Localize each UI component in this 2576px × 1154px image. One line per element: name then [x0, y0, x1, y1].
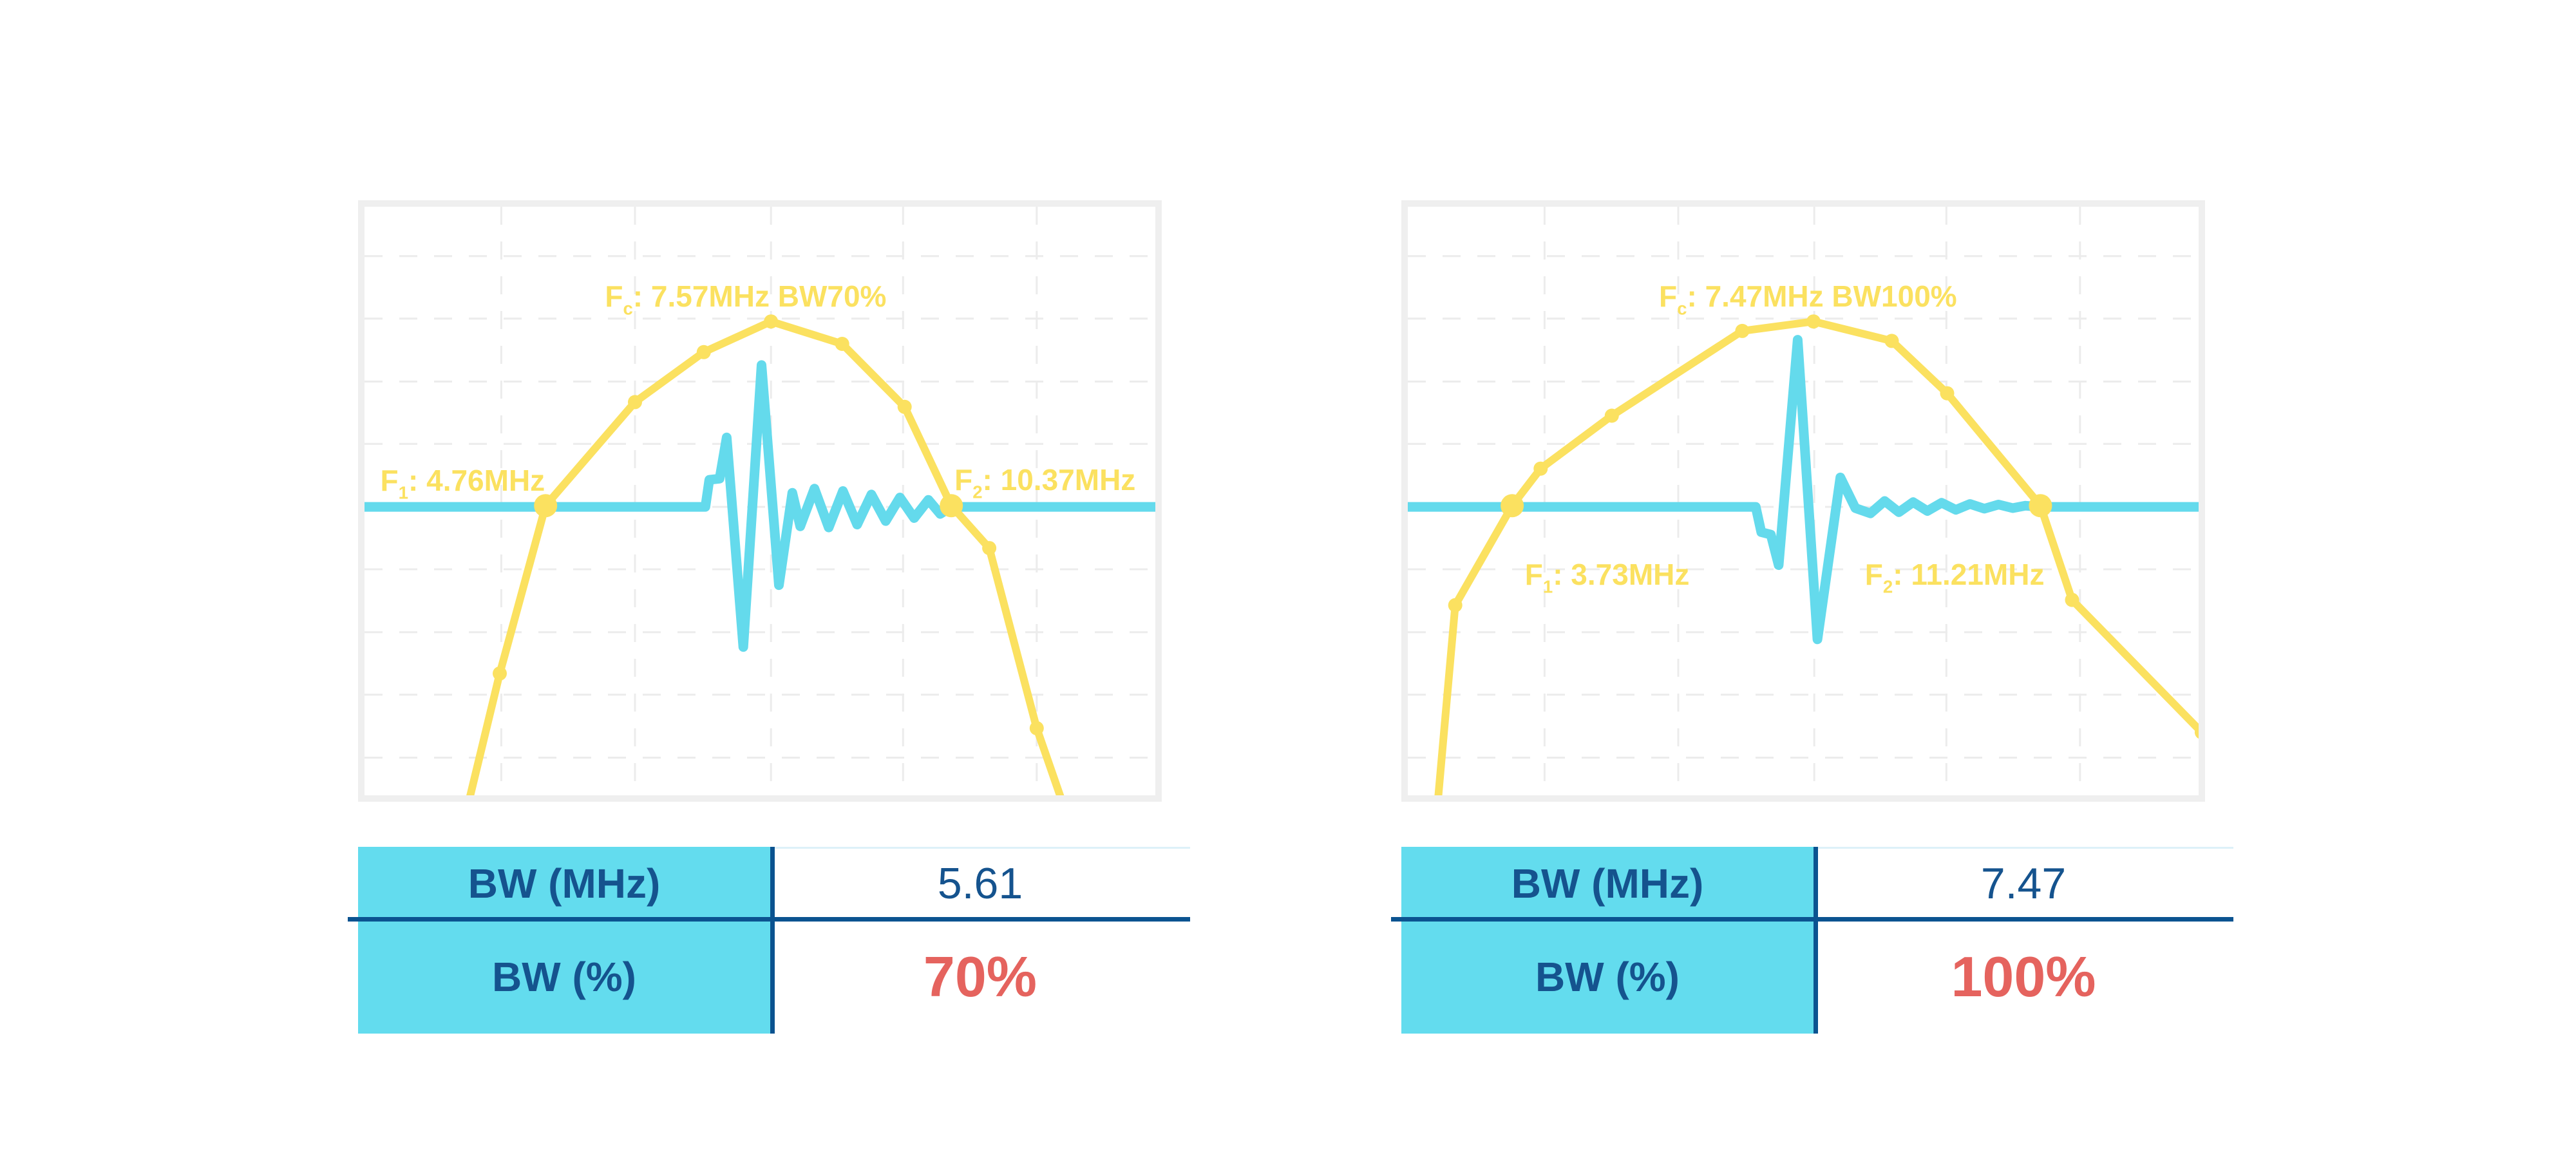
bw-pct-label-cell: BW (%): [1401, 920, 1814, 1034]
f2-subscript: 2: [972, 482, 983, 502]
bw-mhz-value-cell: 7.47: [1814, 847, 2233, 920]
right-chart-panel: Fc: 7.47MHz BW100% F1: 3.73MHz F2: 11.21…: [1401, 200, 2205, 802]
f1-symbol: F: [1524, 557, 1543, 591]
f2-value-text: : 10.37MHz: [982, 462, 1136, 497]
right-upper-cutoff-annotation: F2: 11.21MHz: [1865, 560, 2045, 596]
left-bandwidth-table: BW (MHz) 5.61 BW (%) 70%: [348, 847, 1190, 1034]
bw-pct-value-cell: 100%: [1814, 920, 2233, 1034]
f1-value-text: : 3.73MHz: [1553, 557, 1690, 591]
fc-symbol: F: [1659, 279, 1678, 314]
f2-subscript: 2: [1882, 576, 1893, 597]
table-row-separator: [348, 917, 1190, 922]
f2-symbol: F: [1864, 557, 1883, 591]
table-row: BW (MHz) 7.47: [1401, 847, 2233, 920]
fc-symbol: F: [605, 279, 623, 314]
left-spectrum-pulse-plot: [365, 207, 1155, 795]
table-column-divider: [1814, 847, 1818, 1034]
f1-symbol: F: [380, 463, 399, 497]
f1-value-text: : 4.76MHz: [408, 463, 545, 497]
bw-pct-value-cell: 70%: [770, 920, 1190, 1034]
bw-mhz-label-cell: BW (MHz): [1401, 847, 1814, 920]
right-lower-cutoff-annotation: F1: 3.73MHz: [1525, 560, 1690, 596]
fc-subscript: c: [623, 298, 633, 319]
fc-value-text: : 7.57MHz BW70%: [632, 279, 887, 314]
fc-subscript: c: [1677, 298, 1687, 319]
table-top-border: [770, 847, 1190, 849]
bw-mhz-label-cell: BW (MHz): [358, 847, 770, 920]
fc-value-text: : 7.47MHz BW100%: [1687, 279, 1957, 314]
left-upper-cutoff-annotation: F2: 10.37MHz: [954, 465, 1135, 501]
table-row: BW (%) 100%: [1401, 920, 2233, 1034]
table-row: BW (%) 70%: [358, 920, 1190, 1034]
bw-mhz-value-cell: 5.61: [770, 847, 1190, 920]
left-lower-cutoff-annotation: F1: 4.76MHz: [381, 466, 545, 502]
f1-subscript: 1: [398, 482, 409, 502]
f1-subscript: 1: [1542, 576, 1553, 597]
f2-symbol: F: [954, 462, 973, 497]
right-bandwidth-table: BW (MHz) 7.47 BW (%) 100%: [1391, 847, 2233, 1034]
f2-value-text: : 11.21MHz: [1893, 557, 2045, 591]
left-center-frequency-annotation: Fc: 7.57MHz BW70%: [605, 281, 886, 317]
bw-pct-label-cell: BW (%): [358, 920, 770, 1034]
table-row: BW (MHz) 5.61: [358, 847, 1190, 920]
left-chart-panel: Fc: 7.57MHz BW70% F1: 4.76MHz F2: 10.37M…: [358, 200, 1162, 802]
right-center-frequency-annotation: Fc: 7.47MHz BW100%: [1659, 281, 1957, 317]
right-spectrum-pulse-plot: [1408, 207, 2199, 795]
table-column-divider: [770, 847, 775, 1034]
table-row-separator: [1391, 917, 2233, 922]
table-top-border: [1814, 847, 2233, 849]
